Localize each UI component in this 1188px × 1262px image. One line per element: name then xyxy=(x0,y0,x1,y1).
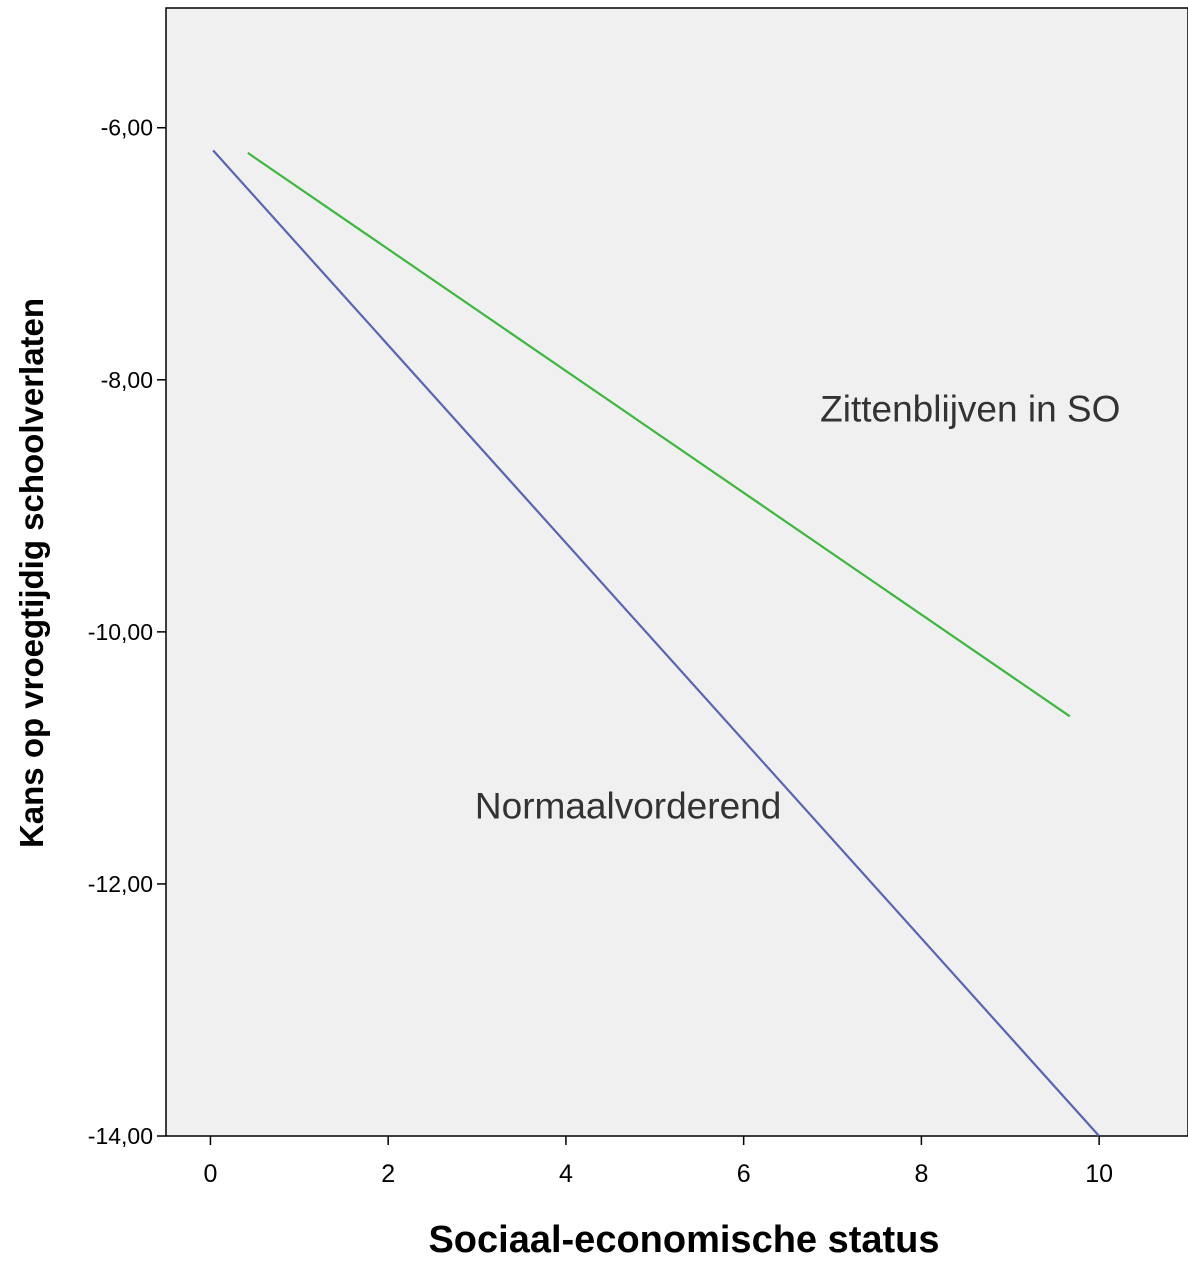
x-tick-label: 2 xyxy=(381,1160,395,1188)
series-line xyxy=(247,151,1071,718)
series-line xyxy=(212,149,1100,1137)
x-tick-label: 6 xyxy=(737,1160,751,1188)
x-axis-title: Sociaal-economische status xyxy=(428,1219,939,1257)
series-label-layer: Normaalvorderend Zittenblijven in SO xyxy=(475,388,1120,826)
x-tick-label: 8 xyxy=(914,1160,928,1188)
y-tick-label: -10,00 xyxy=(88,619,153,645)
series-label: Zittenblijven in SO xyxy=(820,388,1120,429)
y-axis: -6,00 -8,00 -10,00 -12,00 -14,00 xyxy=(88,115,166,1149)
x-tick-label: 4 xyxy=(559,1160,573,1188)
x-tick-label: 0 xyxy=(203,1160,217,1188)
series-label: Normaalvorderend xyxy=(475,785,781,826)
y-axis-title: Kans op vroegtijdig schoolverlaten xyxy=(13,298,50,848)
y-tick-label: -8,00 xyxy=(101,367,153,393)
y-tick-label: -14,00 xyxy=(88,1123,153,1149)
series-layer xyxy=(212,149,1100,1137)
y-tick-label: -12,00 xyxy=(88,871,153,897)
x-axis: 0 2 4 6 8 10 xyxy=(203,1136,1113,1188)
y-tick-label: -6,00 xyxy=(101,115,153,141)
plot-area xyxy=(165,7,1188,1137)
x-tick-label: 10 xyxy=(1085,1160,1113,1188)
